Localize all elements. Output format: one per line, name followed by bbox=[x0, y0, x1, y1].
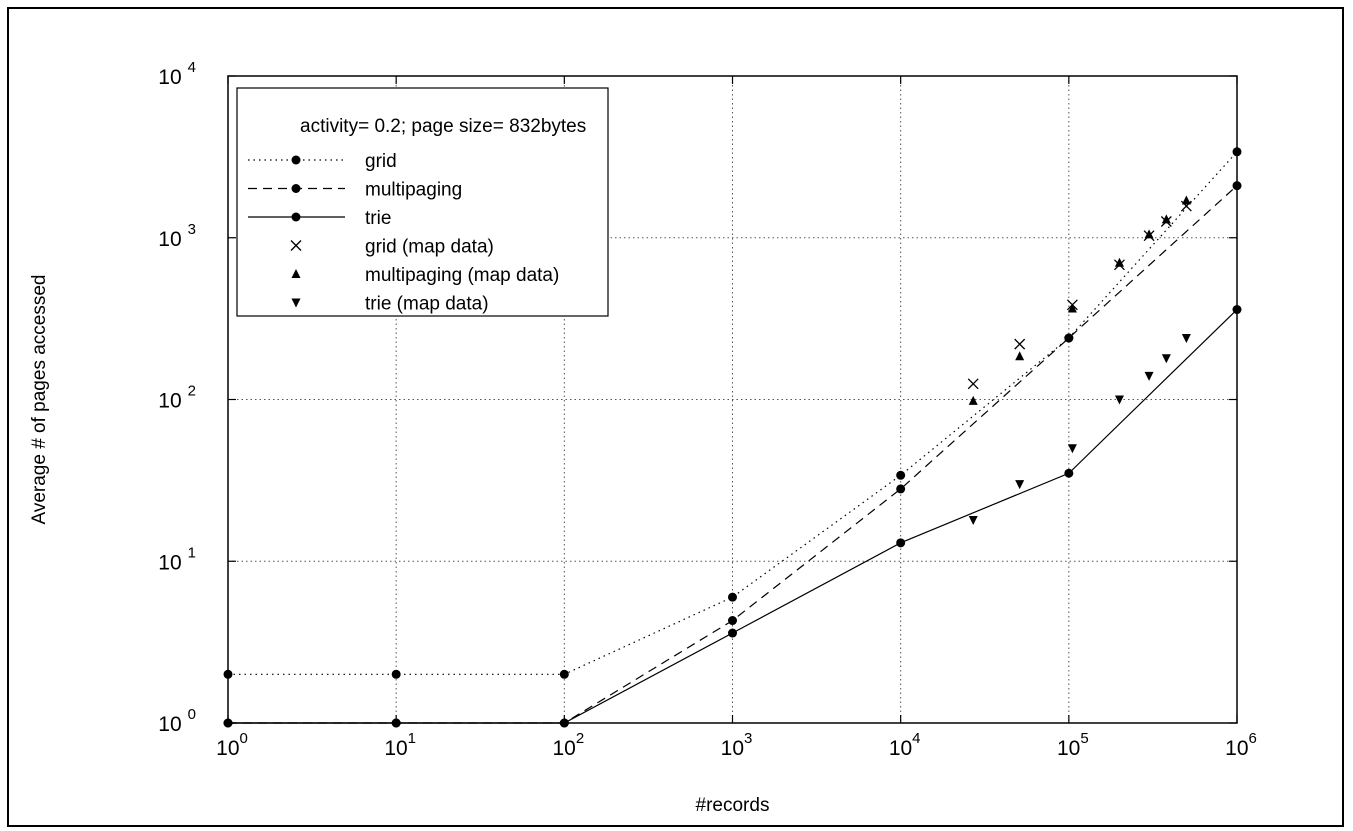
chart-frame bbox=[7, 7, 1344, 827]
data-point-circle bbox=[559, 718, 569, 728]
legend-title: activity= 0.2; page size= 832bytes bbox=[300, 116, 586, 137]
legend-item: multipaging bbox=[248, 180, 462, 201]
legend-label: trie (map data) bbox=[365, 294, 489, 315]
grid-lines bbox=[228, 76, 1237, 723]
series-trie-map-data- bbox=[968, 334, 1191, 525]
series-trie bbox=[223, 305, 1242, 728]
y-tick-label: 10 4 bbox=[158, 59, 196, 89]
legend-item: trie (map data) bbox=[291, 294, 489, 315]
data-point-circle bbox=[728, 592, 737, 602]
data-point-circle bbox=[223, 718, 233, 728]
y-axis-title: Average # of pages accessed bbox=[29, 275, 50, 525]
x-tick-label: 100 bbox=[216, 730, 248, 760]
data-point-circle bbox=[1232, 181, 1242, 191]
legend-label: trie bbox=[365, 208, 391, 229]
data-point-circle bbox=[391, 669, 401, 679]
data-point-circle bbox=[896, 470, 906, 480]
data-point-circle bbox=[391, 718, 401, 728]
y-tick-label: 10 2 bbox=[158, 383, 196, 413]
data-point-circle bbox=[291, 155, 301, 165]
legend-item: grid bbox=[248, 151, 397, 172]
x-tick-label: 104 bbox=[889, 730, 921, 760]
data-point-circle bbox=[291, 184, 301, 193]
data-point-cross bbox=[1014, 338, 1026, 350]
legend-label: grid bbox=[365, 151, 397, 172]
data-point-triangle-up bbox=[1067, 303, 1077, 313]
data-point-cross bbox=[290, 240, 302, 251]
data-point-circle bbox=[559, 669, 569, 679]
legend-label: grid (map data) bbox=[365, 237, 494, 258]
legend-item: grid (map data) bbox=[290, 237, 494, 258]
legend: activity= 0.2; page size= 832bytes grid m… bbox=[236, 87, 609, 317]
data-point-triangle-up bbox=[1015, 351, 1025, 361]
data-point-circle bbox=[1232, 147, 1242, 157]
data-point-triangle-down bbox=[1067, 444, 1077, 454]
legend-item: multipaging (map data) bbox=[291, 265, 559, 286]
x-tick-label: 102 bbox=[552, 730, 584, 760]
data-point-circle bbox=[1232, 305, 1242, 315]
data-point-triangle-up bbox=[968, 395, 978, 405]
legend-item: trie bbox=[248, 208, 391, 229]
legend-label: multipaging bbox=[365, 180, 462, 201]
data-point-triangle-down bbox=[1181, 334, 1191, 344]
data-point-triangle-down bbox=[1144, 371, 1154, 381]
data-point-circle bbox=[728, 616, 737, 626]
x-tick-label: 101 bbox=[384, 730, 416, 760]
data-point-circle bbox=[896, 538, 906, 548]
series-layer bbox=[223, 147, 1242, 728]
data-point-circle bbox=[1064, 333, 1074, 343]
y-tick-label: 10 3 bbox=[158, 221, 196, 251]
data-point-triangle-up bbox=[1114, 257, 1124, 267]
legend-label: multipaging (map data) bbox=[365, 265, 559, 286]
x-tick-label: 103 bbox=[721, 730, 753, 760]
data-point-triangle-down bbox=[968, 515, 978, 525]
data-point-cross bbox=[967, 378, 979, 390]
data-point-triangle-up bbox=[1181, 195, 1191, 205]
data-point-circle bbox=[896, 484, 906, 494]
series-grid-map-data- bbox=[967, 200, 1192, 390]
y-tick-label: 10 0 bbox=[158, 706, 196, 736]
data-point-circle bbox=[1064, 468, 1074, 478]
data-point-triangle-down bbox=[291, 298, 301, 308]
data-point-triangle-up bbox=[1161, 214, 1171, 224]
y-tick-label: 10 1 bbox=[158, 544, 196, 574]
data-point-triangle-up bbox=[1144, 229, 1154, 239]
data-point-triangle-up bbox=[291, 269, 301, 278]
data-point-circle bbox=[728, 628, 737, 638]
x-tick-label: 105 bbox=[1057, 730, 1089, 760]
x-axis-title: #records bbox=[696, 795, 770, 816]
data-point-triangle-down bbox=[1114, 395, 1124, 405]
legend-items: grid multipaging trie grid (map data) multip… bbox=[248, 151, 559, 315]
x-tick-label: 106 bbox=[1225, 730, 1257, 760]
data-point-triangle-down bbox=[1015, 480, 1025, 490]
series-multipaging-map-data- bbox=[968, 195, 1191, 405]
series-line bbox=[228, 309, 1238, 724]
data-point-circle bbox=[223, 669, 233, 679]
data-point-circle bbox=[291, 212, 301, 222]
data-point-triangle-down bbox=[1161, 354, 1171, 364]
